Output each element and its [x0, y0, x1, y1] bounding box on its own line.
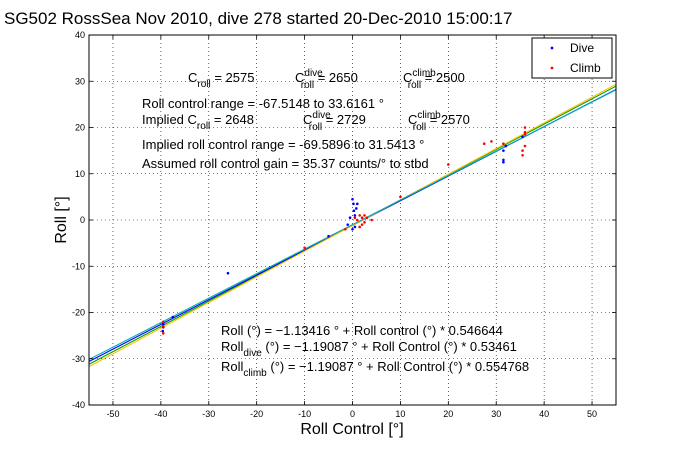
data-point-climb: [353, 216, 357, 219]
data-point-dive: [353, 225, 357, 229]
y-tick-label: 10: [75, 169, 85, 179]
y-axis-label: Roll [°]: [53, 196, 70, 243]
x-tick-label: 10: [395, 409, 405, 419]
x-tick-label: 40: [539, 409, 549, 419]
y-tick-label: -30: [72, 354, 85, 364]
data-point-dive: [502, 149, 505, 152]
data-point-dive: [502, 158, 505, 162]
implied-c-climb: Cclimb roll = 2570: [408, 110, 470, 133]
data-point-climb: [363, 221, 366, 224]
gridlines: [89, 34, 616, 406]
data-point-dive: [161, 322, 165, 326]
data-point-dive: [327, 234, 330, 238]
x-tick-label: 0: [350, 409, 355, 419]
data-point-climb: [363, 214, 366, 217]
data-point-climb: [521, 149, 524, 152]
y-tick-label: 0: [80, 215, 85, 225]
data-point-dive: [355, 202, 359, 206]
data-point-climb: [161, 332, 165, 335]
data-point-climb: [344, 227, 347, 231]
data-point-climb: [358, 214, 361, 217]
data-point-climb: [370, 218, 373, 222]
data-point-dive: [521, 135, 524, 139]
data-point-dive: [353, 214, 357, 217]
x-tick-label: -10: [298, 409, 311, 419]
annotation-equations: Roll (°) = −1.13416 ° + Roll control (°)…: [221, 323, 529, 379]
c-roll-label: Croll = 2575: [188, 70, 254, 90]
data-point-climb: [161, 325, 165, 328]
data-point-dive: [348, 216, 352, 219]
fit-lines: [88, 83, 617, 368]
x-tick-label: -20: [250, 409, 263, 419]
y-tick-label: 20: [75, 123, 85, 133]
data-point-climb: [365, 216, 369, 219]
assumed-gain: Assumed roll control gain = 35.37 counts…: [142, 156, 429, 171]
data-point-dive: [502, 160, 505, 164]
c-climb-label: Cclimb roll = 2500: [403, 68, 465, 91]
implied-c-dive: Cdive roll = 2729: [303, 110, 366, 133]
y-tick-label: -40: [72, 400, 85, 410]
data-point-dive: [355, 207, 358, 210]
legend-box: [531, 37, 613, 79]
y-tick-label: -10: [72, 261, 85, 271]
data-point-climb: [399, 195, 402, 199]
x-tick-label: -50: [106, 409, 119, 419]
x-tick-label: 20: [443, 409, 453, 419]
y-axis-ticks: -40 -30 -20 -10 0 10 20 30 40: [72, 30, 616, 410]
data-point-dive: [352, 202, 355, 206]
data-point-dive: [504, 144, 508, 148]
y-tick-label: -20: [72, 308, 85, 318]
data-point-climb: [482, 142, 486, 145]
chart-title: SG502 RossSea Nov 2010, dive 278 started…: [4, 9, 512, 28]
annotation-calibration: Croll = 2575 Cdive roll = 2650 Cclimb roll…: [142, 68, 470, 171]
data-point-dive: [351, 197, 354, 201]
legend-marker-climb: [550, 66, 554, 70]
legend-label-climb: Climb: [570, 61, 601, 75]
data-point-dive: [161, 329, 165, 333]
data-point-dive: [226, 271, 230, 275]
data-point-climb: [523, 130, 527, 134]
equation-roll-climb: Rollclimb (°) = −1.19087 ° + Roll Contro…: [221, 359, 529, 379]
data-points: [161, 126, 527, 335]
data-point-climb: [502, 142, 505, 145]
equation-roll-dive: Rolldive (°) = −1.19087 ° + Roll Control…: [221, 339, 517, 359]
data-point-climb: [523, 133, 527, 136]
fit-line: [88, 83, 617, 368]
data-point-dive: [352, 209, 356, 213]
x-tick-label: 30: [491, 409, 501, 419]
legend-marker-dive: [550, 46, 554, 50]
data-point-climb: [360, 216, 364, 219]
c-dive-label: Cdive roll = 2650: [295, 68, 358, 91]
data-point-climb: [360, 223, 364, 226]
data-point-climb: [303, 246, 306, 250]
data-point-climb: [523, 144, 527, 148]
x-axis-label: Roll Control [°]: [300, 421, 403, 438]
fit-line: [88, 89, 617, 360]
implied-c-roll: Implied Croll = 2648: [142, 112, 254, 132]
y-tick-label: 30: [75, 76, 85, 86]
data-point-dive: [346, 223, 350, 226]
roll-control-range: Roll control range = -67.5148 to 33.6161…: [142, 96, 384, 111]
data-point-climb: [521, 153, 524, 157]
legend: Dive Climb: [531, 37, 613, 79]
data-point-climb: [355, 218, 359, 222]
legend-label-dive: Dive: [570, 41, 594, 55]
x-tick-label: -30: [202, 409, 215, 419]
data-point-dive: [171, 315, 175, 319]
data-point-climb: [447, 163, 450, 166]
x-tick-label: 50: [587, 409, 597, 419]
x-tick-label: -40: [154, 409, 167, 419]
data-point-climb: [523, 126, 527, 129]
y-tick-label: 40: [75, 30, 85, 40]
data-point-climb: [161, 320, 165, 324]
data-point-dive: [351, 227, 354, 231]
equation-roll: Roll (°) = −1.13416 ° + Roll control (°)…: [221, 323, 503, 338]
implied-roll-control-range: Implied roll control range = -69.5896 to…: [142, 137, 424, 152]
data-point-climb: [358, 225, 361, 229]
data-point-climb: [490, 140, 493, 143]
